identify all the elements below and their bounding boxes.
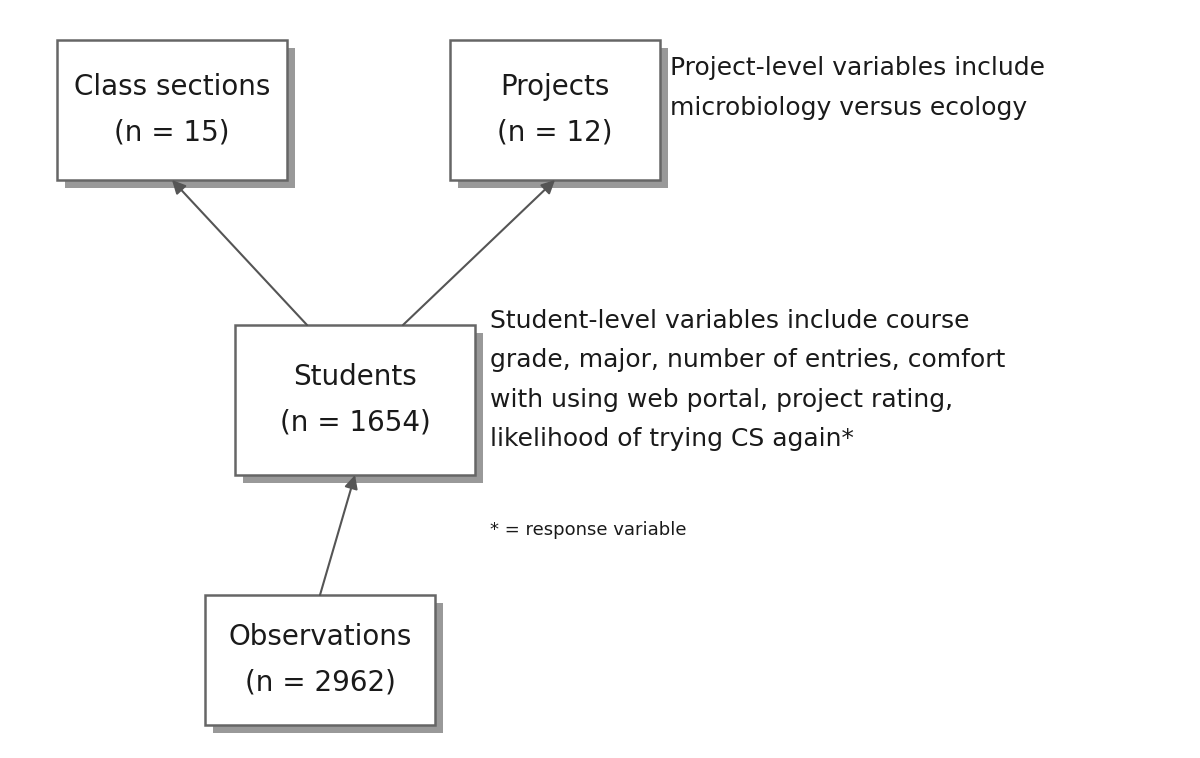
Text: Observations
(n = 2962): Observations (n = 2962) xyxy=(228,623,412,697)
Bar xyxy=(65,48,295,188)
Bar xyxy=(58,40,287,180)
Text: Students
(n = 1654): Students (n = 1654) xyxy=(280,363,431,437)
Bar xyxy=(450,40,660,180)
Bar xyxy=(458,48,668,188)
Bar xyxy=(242,333,482,483)
Bar xyxy=(205,595,436,725)
Bar xyxy=(214,603,443,733)
Text: Project-level variables include
microbiology versus ecology: Project-level variables include microbio… xyxy=(670,56,1045,120)
Text: Projects
(n = 12): Projects (n = 12) xyxy=(497,74,613,147)
Bar xyxy=(235,325,475,475)
Text: Student-level variables include course
grade, major, number of entries, comfort
: Student-level variables include course g… xyxy=(490,309,1006,451)
Text: * = response variable: * = response variable xyxy=(490,521,686,539)
Text: Class sections
(n = 15): Class sections (n = 15) xyxy=(74,74,270,147)
